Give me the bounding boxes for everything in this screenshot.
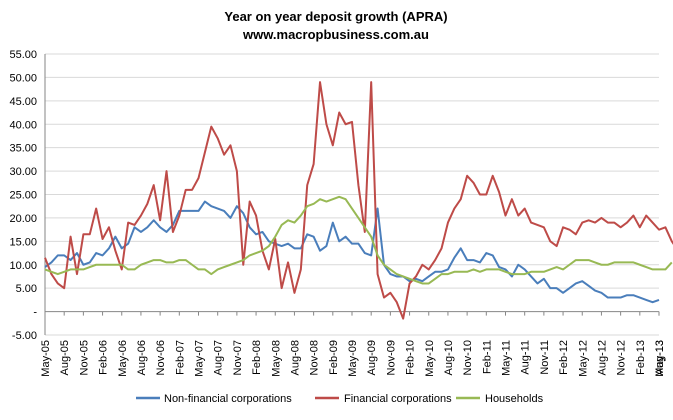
x-tick-label: Aug-05: [59, 340, 71, 375]
chart-subtitle: www.macropbusiness.com.au: [242, 27, 429, 42]
x-tick-label: Nov-06: [155, 340, 167, 375]
x-tick-label: Aug-12: [596, 340, 608, 375]
x-tick-label: May-05: [40, 340, 52, 377]
gridlines: [44, 53, 659, 336]
y-tick-label: 50.00: [9, 72, 37, 84]
series-line-0: [44, 200, 660, 304]
x-tick-label: Nov-09: [385, 340, 397, 375]
y-tick-label: 20.00: [9, 213, 37, 225]
x-tick-label: Feb-09: [328, 340, 340, 375]
x-tick-label: Nov-12: [616, 340, 628, 375]
x-tick-label: Feb-07: [174, 340, 186, 375]
x-tick-label: Nov-08: [309, 340, 321, 375]
x-tick-label: Nov-10: [462, 340, 474, 375]
x-tick-label: May-06: [117, 340, 129, 377]
x-tick-label: May-10: [424, 340, 436, 377]
legend: Non-financial corporations Financial cor…: [136, 393, 544, 405]
y-tick-label: 10.00: [9, 260, 37, 272]
x-tick-label: May-11: [501, 340, 513, 376]
y-tick-label: 40.00: [9, 119, 37, 131]
legend-label-nonfinancial: Non-financial corporations: [164, 393, 292, 405]
x-tick-label: Feb-13: [635, 340, 647, 375]
x-tick-label: Feb-08: [251, 340, 263, 375]
x-tick-label: Feb-12: [558, 340, 570, 375]
x-axis: May-05 Aug-05 Nov-05 Feb-06 May-06 Aug-06 Nov-…: [40, 311, 666, 377]
x-tick-label: Nov-07: [232, 340, 244, 375]
y-tick-label: 15.00: [9, 236, 37, 248]
y-tick-label: 55.00: [9, 49, 37, 61]
y-tick-label: 30.00: [9, 166, 37, 178]
x-tick-label: May-09: [347, 340, 359, 377]
y-axis: -5.00-5.0010.0015.0020.0025.0030.0035.00…: [9, 49, 37, 342]
x-tick-label: Feb-06: [98, 340, 110, 375]
x-tick-label: May-13: [654, 340, 666, 377]
x-tick-label: Nov-11: [539, 340, 551, 375]
x-tick-label: Aug-08: [289, 340, 301, 375]
y-tick-label: -5.00: [12, 330, 37, 342]
y-tick-label: 5.00: [16, 283, 37, 295]
x-tick-label: Aug-07: [213, 340, 225, 375]
x-tick-label: Aug-09: [366, 340, 378, 375]
chart-title: Year on year deposit growth (APRA): [224, 9, 447, 24]
x-tick-label: Feb-11: [481, 340, 493, 374]
y-tick-label: 45.00: [9, 96, 37, 108]
x-tick-label: Aug-11: [520, 340, 532, 375]
x-tick-label: Aug-06: [136, 340, 148, 375]
series-line-1: [44, 81, 673, 320]
legend-label-financial: Financial corporations: [344, 393, 452, 405]
series-line-2: [44, 195, 673, 285]
plot-area: [44, 81, 673, 320]
x-tick-label: May-07: [194, 340, 206, 377]
y-tick-label: 25.00: [9, 190, 37, 202]
x-tick-label: Aug-13: [654, 340, 666, 375]
y-tick-label: 35.00: [9, 143, 37, 155]
x-tick-label: Feb-10: [405, 340, 417, 375]
x-tick-label: May-12: [577, 340, 589, 377]
y-tick-label: -: [33, 307, 37, 319]
x-tick-label: Nov-05: [78, 340, 90, 375]
x-tick-label: Aug-10: [443, 340, 455, 375]
legend-label-households: Households: [485, 393, 544, 405]
x-tick-label: May-08: [270, 340, 282, 377]
